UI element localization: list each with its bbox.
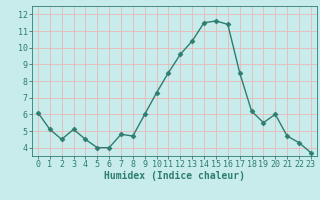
X-axis label: Humidex (Indice chaleur): Humidex (Indice chaleur) xyxy=(104,171,245,181)
